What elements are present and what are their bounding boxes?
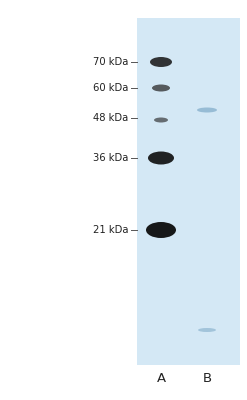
- Text: B: B: [203, 372, 212, 384]
- Ellipse shape: [152, 84, 170, 92]
- Text: 21 kDa: 21 kDa: [92, 225, 128, 235]
- Text: 48 kDa: 48 kDa: [93, 113, 128, 123]
- Ellipse shape: [148, 152, 174, 164]
- Ellipse shape: [198, 328, 216, 332]
- Ellipse shape: [150, 57, 172, 67]
- Text: 70 kDa: 70 kDa: [93, 57, 128, 67]
- Text: 36 kDa: 36 kDa: [93, 153, 128, 163]
- Bar: [137, 18, 240, 365]
- Text: A: A: [156, 372, 165, 384]
- Ellipse shape: [154, 118, 168, 122]
- Ellipse shape: [146, 222, 176, 238]
- Ellipse shape: [197, 108, 217, 112]
- Text: 60 kDa: 60 kDa: [93, 83, 128, 93]
